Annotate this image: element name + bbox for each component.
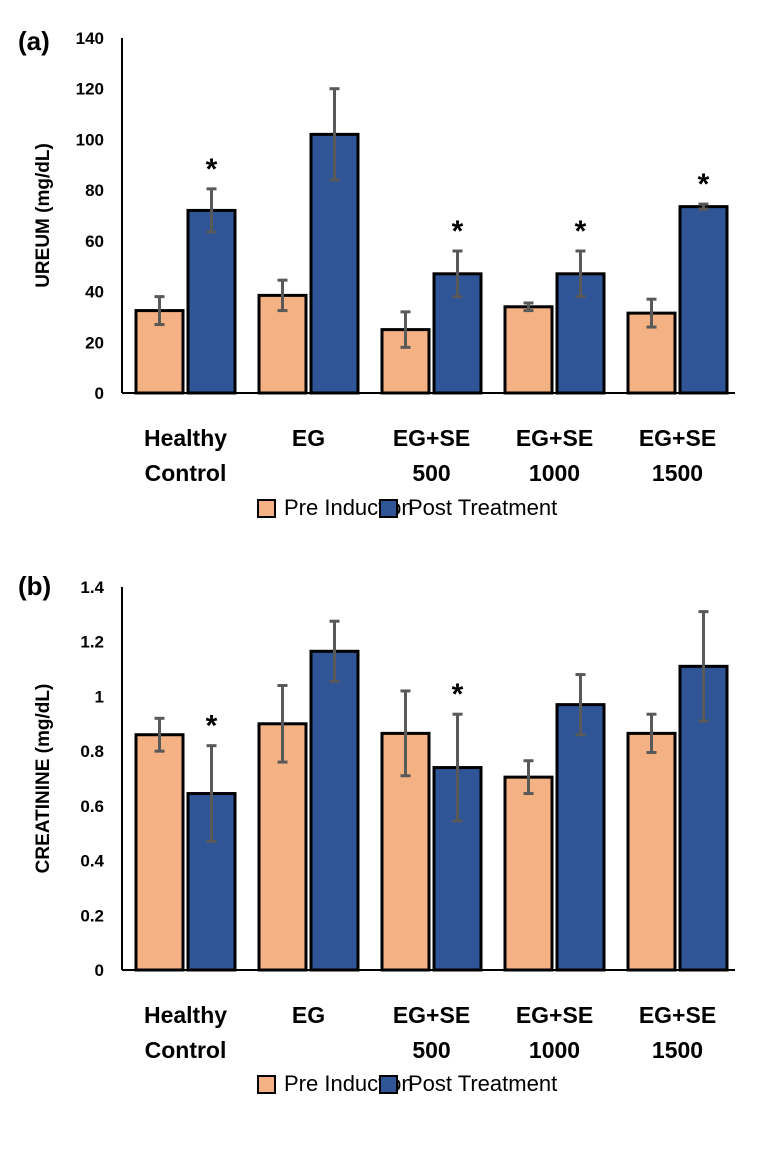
x-category-label: Healthy — [144, 1002, 227, 1028]
x-category-label: Healthy — [144, 425, 227, 451]
y-tick-label: 1.2 — [80, 633, 104, 652]
x-category-label: EG+SE — [393, 425, 470, 451]
y-tick-label: 100 — [76, 130, 104, 149]
y-tick-label: 0 — [95, 961, 104, 980]
y-tick-label: 0 — [95, 384, 104, 403]
significance-marker: * — [206, 710, 218, 743]
chart-creatinine: (b) CREATININE (mg/dL) 0 0.2 0.4 0.6 0.8 1 1.2 1.… — [18, 571, 735, 1096]
bar-post-treatment — [678, 205, 729, 395]
bar-pre-induction — [503, 775, 554, 972]
x-category-label: EG+SE — [393, 1002, 470, 1028]
x-category-label: Control — [145, 460, 227, 486]
x-category-label: 1500 — [652, 460, 703, 486]
y-tick-label: 60 — [85, 232, 104, 251]
y-axis-label: UREUM (mg/dL) — [33, 143, 54, 288]
significance-marker: * — [698, 168, 710, 201]
significance-marker: * — [452, 215, 464, 248]
y-tick-label: 120 — [76, 80, 104, 99]
bar-pre-induction — [503, 305, 554, 395]
bar-post-treatment — [186, 208, 237, 395]
bar-post-treatment — [555, 703, 606, 972]
y-tick-label: 20 — [85, 333, 104, 352]
x-category-label: 1500 — [652, 1037, 703, 1063]
panel-label: (a) — [18, 26, 50, 56]
legend-swatch-pre-induction — [257, 1075, 276, 1094]
x-category-label: 500 — [412, 1037, 450, 1063]
y-tick-label: 140 — [76, 29, 104, 48]
x-category-label: EG — [292, 425, 325, 451]
y-tick-label: 0.4 — [80, 852, 104, 871]
x-category-label: EG+SE — [516, 425, 593, 451]
significance-marker: * — [206, 153, 218, 186]
bar-pre-induction — [626, 731, 677, 972]
y-tick-label: 0.6 — [80, 797, 104, 816]
significance-marker: * — [452, 678, 464, 711]
x-category-label: 500 — [412, 460, 450, 486]
legend-label-post-treatment: Post Treatment — [408, 1071, 557, 1096]
x-category-label: 1000 — [529, 460, 580, 486]
y-tick-label: 0.2 — [80, 906, 104, 925]
y-tick-label: 1 — [95, 687, 104, 706]
x-category-label: EG+SE — [516, 1002, 593, 1028]
y-tick-label: 0.8 — [80, 742, 104, 761]
bar-pre-induction — [134, 733, 185, 972]
legend-swatch-post-treatment — [379, 499, 398, 518]
x-category-label: Control — [145, 1037, 227, 1063]
bar-pre-induction — [626, 311, 677, 395]
x-category-label: EG+SE — [639, 1002, 716, 1028]
legend-swatch-pre-induction — [257, 499, 276, 518]
y-tick-label: 80 — [85, 181, 104, 200]
chart-ureum: (a) UREUM (mg/dL) 0 20 40 60 80 100 120 140 Health… — [18, 26, 735, 520]
legend-label-post-treatment: Post Treatment — [408, 495, 557, 520]
legend-swatch-post-treatment — [379, 1075, 398, 1094]
bar-pre-induction — [257, 722, 308, 972]
panel-label: (b) — [18, 571, 51, 601]
y-axis-label: CREATININE (mg/dL) — [33, 684, 54, 874]
bar-post-treatment — [309, 649, 360, 972]
x-category-label: EG+SE — [639, 425, 716, 451]
x-category-label: EG — [292, 1002, 325, 1028]
x-category-label: 1000 — [529, 1037, 580, 1063]
y-tick-label: 1.4 — [80, 578, 104, 597]
y-tick-label: 40 — [85, 283, 104, 302]
significance-marker: * — [575, 215, 587, 248]
